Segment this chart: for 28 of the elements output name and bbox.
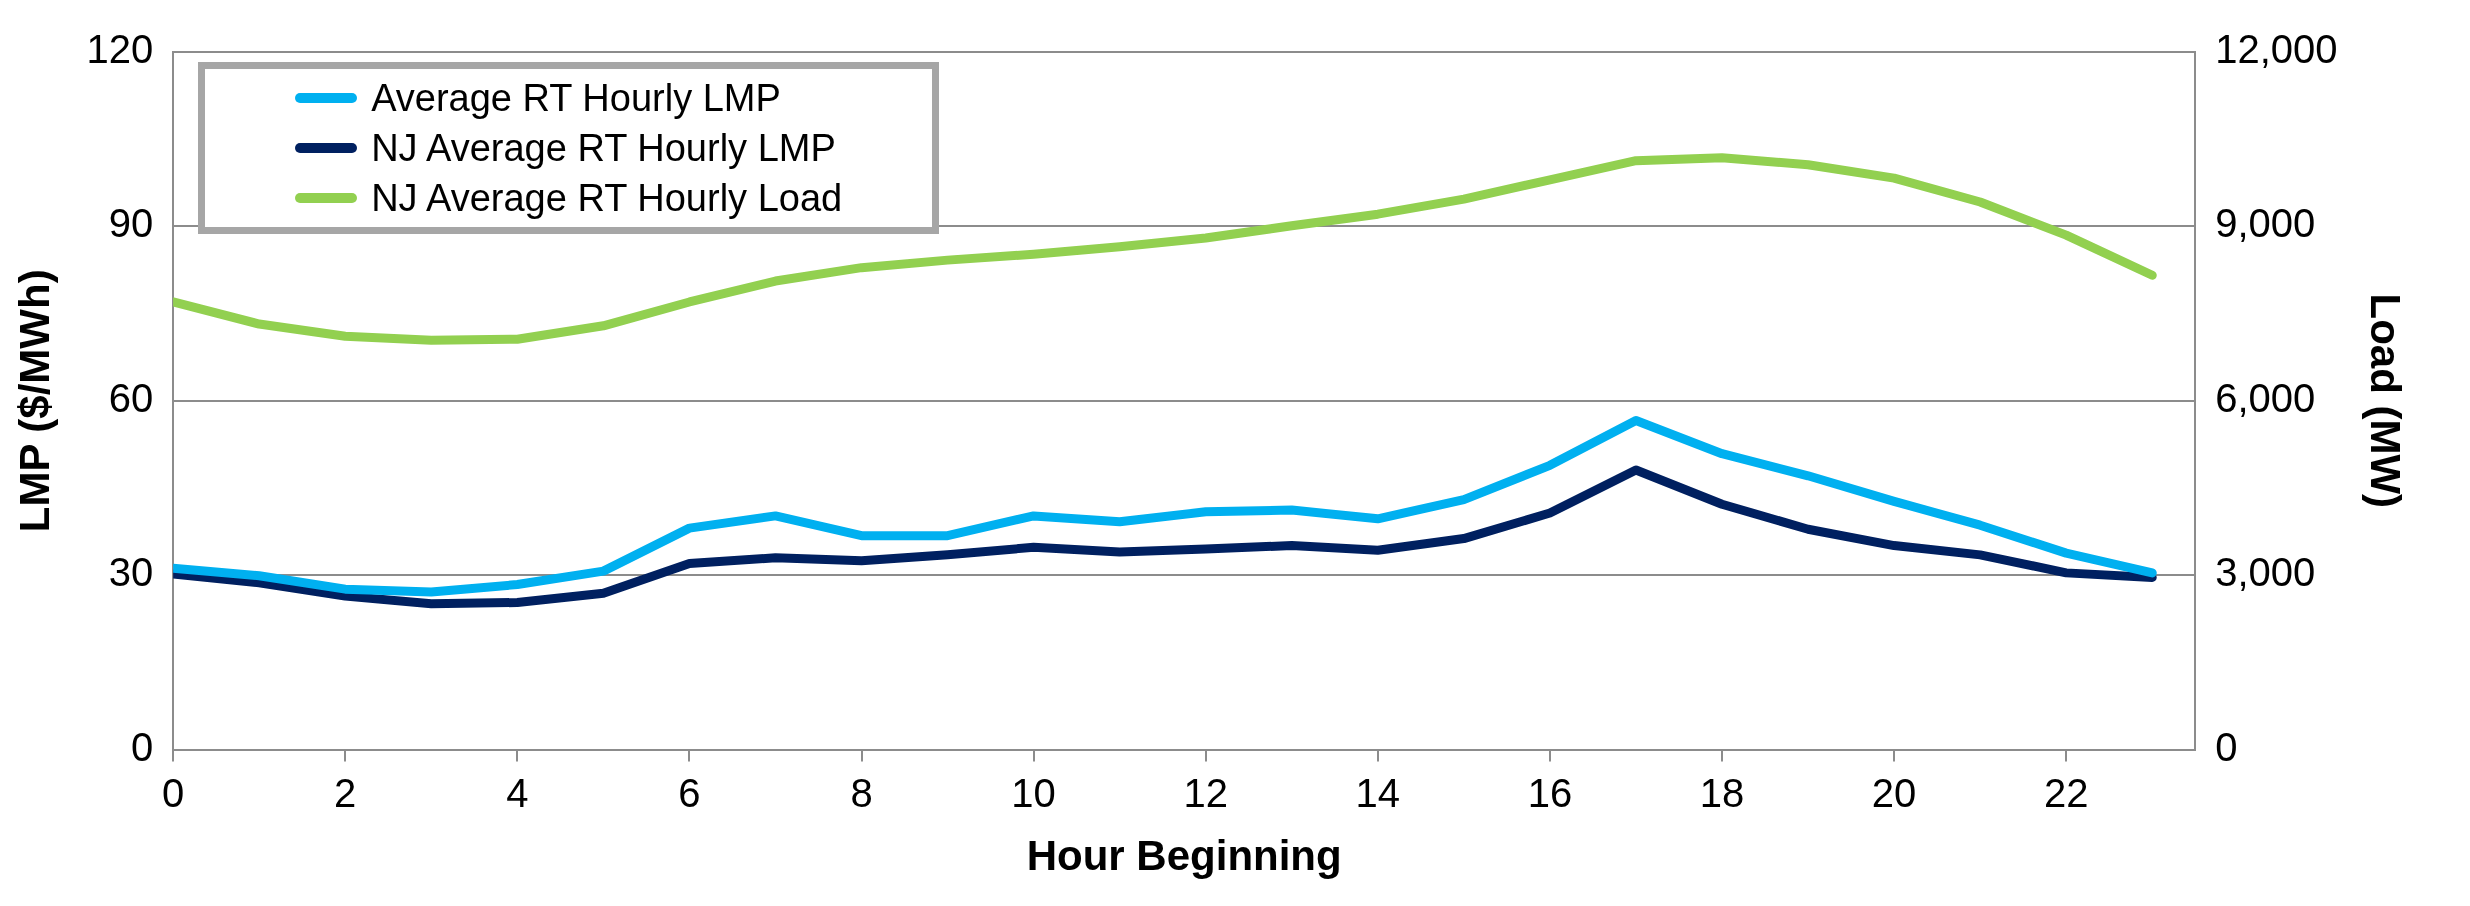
x-tick-label: 22 — [2043, 770, 2089, 815]
y-tick-label: 60 — [108, 375, 154, 420]
x-tick-label: 2 — [334, 770, 357, 815]
y2-tick-label: 3,000 — [2215, 550, 2316, 595]
y-tick-label: 90 — [108, 201, 154, 246]
x-tick-label: 18 — [1699, 770, 1745, 815]
y-tick-label: 0 — [130, 724, 154, 769]
y2-axis-title: Load (MW) — [2362, 293, 2410, 509]
y2-tick-label: 9,000 — [2215, 201, 2316, 246]
x-tick-label: 6 — [678, 770, 701, 815]
x-tick-label: 10 — [1011, 770, 1056, 815]
x-tick-label: 4 — [506, 770, 529, 815]
y2-tick-label: 0 — [2215, 724, 2238, 769]
x-axis-title: Hour Beginning — [1026, 832, 1342, 880]
x-tick-label: 16 — [1527, 770, 1573, 815]
legend-label: Average RT Hourly LMP — [371, 76, 781, 120]
x-tick-label: 0 — [162, 770, 185, 815]
x-tick-label: 8 — [850, 770, 873, 815]
y-tick-label: 30 — [108, 550, 154, 595]
y2-tick-label: 12,000 — [2215, 27, 2338, 72]
x-tick-label: 20 — [1871, 770, 1917, 815]
legend-label: NJ Average RT Hourly Load — [371, 176, 843, 220]
y2-tick-label: 6,000 — [2215, 375, 2316, 420]
x-tick-label: 14 — [1355, 770, 1401, 815]
y-axis-title: LMP ($/MWh) — [10, 269, 58, 533]
x-tick-label: 12 — [1183, 770, 1228, 815]
legend-label: NJ Average RT Hourly LMP — [371, 126, 836, 170]
y-tick-label: 120 — [86, 27, 154, 72]
